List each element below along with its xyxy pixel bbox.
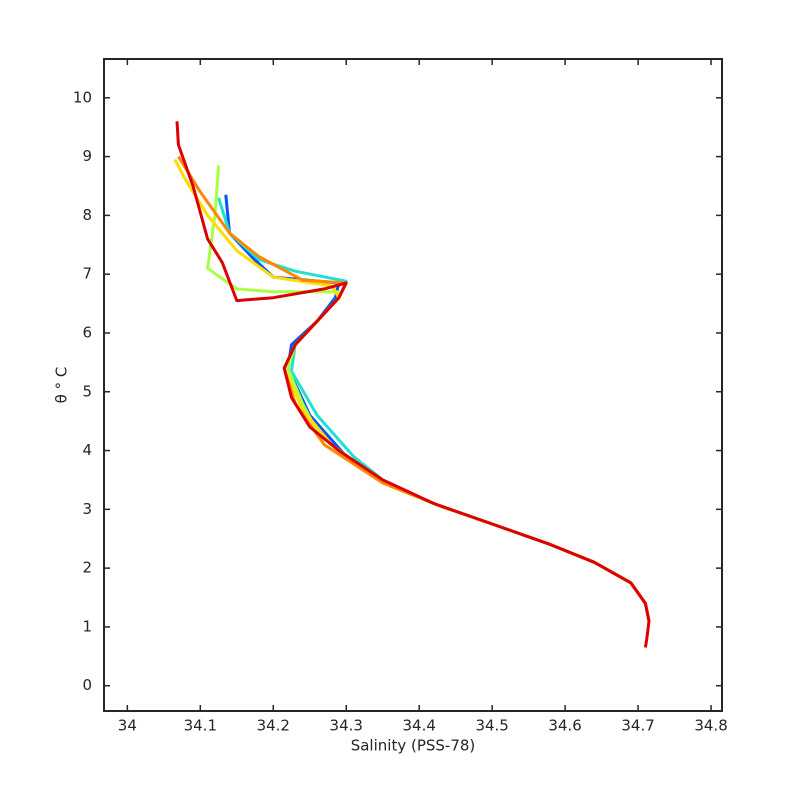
y-tick-label: 2 bbox=[82, 559, 92, 577]
y-tick-label: 8 bbox=[82, 206, 92, 224]
x-tick-label: 34 bbox=[118, 717, 137, 735]
x-tick-label: 34.4 bbox=[402, 717, 435, 735]
y-tick-label: 6 bbox=[82, 323, 92, 341]
x-tick-label: 34.6 bbox=[548, 717, 581, 735]
y-tick-label: 4 bbox=[82, 441, 92, 459]
x-tick-label: 34.3 bbox=[330, 717, 363, 735]
y-tick-label: 1 bbox=[82, 617, 92, 635]
y-axis-label: θ ° C bbox=[53, 367, 71, 404]
x-axis-label: Salinity (PSS-78) bbox=[351, 737, 476, 755]
y-tick-label: 0 bbox=[82, 676, 92, 694]
x-tick-label: 34.2 bbox=[257, 717, 290, 735]
series-line bbox=[175, 121, 651, 648]
y-tick-label: 5 bbox=[82, 382, 92, 400]
plot-frame bbox=[103, 58, 723, 712]
y-tick-label: 3 bbox=[82, 500, 92, 518]
x-tick-label: 34.7 bbox=[621, 717, 654, 735]
y-tick-label: 9 bbox=[82, 147, 92, 165]
x-tick-label: 34.5 bbox=[475, 717, 508, 735]
y-tick-label: 10 bbox=[73, 88, 92, 106]
x-tick-label: 34.8 bbox=[694, 717, 727, 735]
x-tick-label: 34.1 bbox=[184, 717, 217, 735]
y-tick-label: 7 bbox=[82, 265, 92, 283]
